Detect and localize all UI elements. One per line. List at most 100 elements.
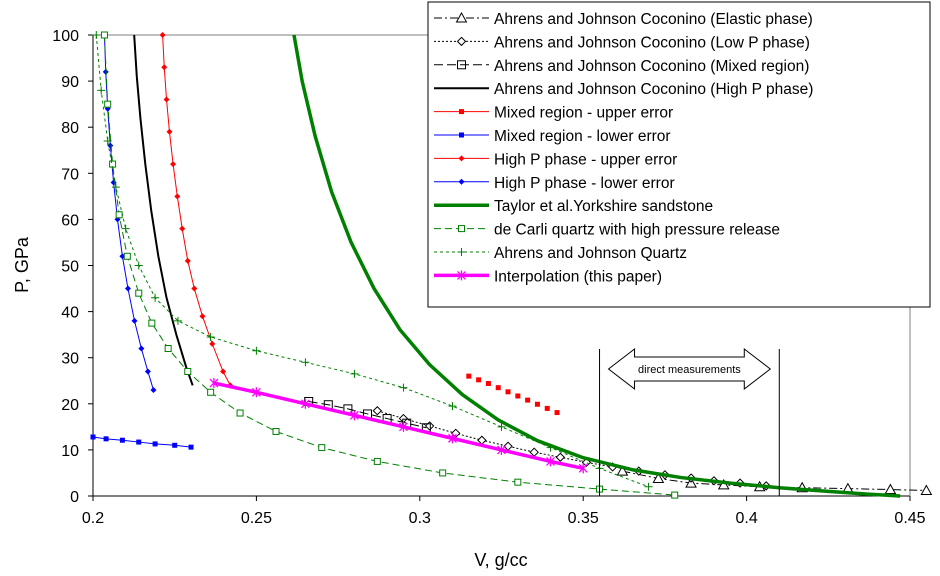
legend-label: Ahrens and Johnson Quartz: [494, 245, 687, 262]
data-point: [644, 482, 653, 491]
data-point: [151, 293, 160, 302]
data-point: [349, 410, 359, 421]
data-point: [199, 313, 206, 320]
legend-item-taylor-et-al-yorkshire-sandstone: Taylor et al.Yorkshire sandstone: [434, 198, 713, 215]
data-point: [578, 463, 588, 474]
data-point: [123, 252, 131, 260]
data-point: [124, 285, 131, 292]
series-de-carli-quartz-with-high-pressure-release: [100, 31, 679, 499]
data-point: [514, 478, 522, 486]
x-tick-label: 0.45: [894, 510, 925, 527]
data-point: [103, 137, 112, 146]
series-line: [133, 34, 194, 386]
legend-label: Ahrens and Johnson Coconino (Mixed regio…: [494, 58, 809, 75]
legend-marker: [457, 270, 466, 281]
y-tick-label: 20: [61, 397, 79, 414]
series-line: [308, 401, 427, 429]
x-tick-label: 0.4: [735, 510, 757, 527]
legend-label: Ahrens and Johnson Coconino (Elastic pha…: [494, 11, 813, 28]
data-point: [485, 381, 491, 387]
data-point: [525, 397, 531, 403]
data-point: [399, 421, 408, 432]
data-point: [184, 368, 192, 376]
legend-label: de Carli quartz with high pressure relea…: [494, 222, 780, 239]
legend-marker: [459, 109, 464, 115]
data-point: [100, 31, 108, 39]
legend-item-high-p-phase-lower-error: High P phase - lower error: [434, 175, 675, 192]
annotation-label: direct measurements: [638, 364, 741, 376]
data-point: [161, 64, 168, 71]
series-mixed-region-lower-error: [90, 434, 194, 450]
legend: Ahrens and Johnson Coconino (Elastic pha…: [427, 1, 931, 308]
legend-marker: [455, 11, 468, 23]
legend-item-mixed-region-lower-error: Mixed region - lower error: [434, 128, 671, 145]
data-point: [184, 257, 191, 264]
data-point: [131, 317, 138, 324]
data-point: [119, 437, 125, 443]
data-point: [671, 491, 679, 499]
data-point: [497, 444, 506, 455]
y-tick-label: 0: [70, 489, 79, 506]
legend-item-mixed-region-upper-error: Mixed region - upper error: [434, 105, 673, 122]
data-point: [301, 358, 310, 367]
data-point: [252, 346, 261, 355]
x-axis-label: V, g/cc: [474, 550, 527, 570]
data-point: [135, 289, 143, 297]
series-high-p-phase-upper-error: [159, 32, 234, 389]
data-point: [136, 439, 142, 445]
legend-item-de-carli-quartz-with-high-pressure-release: de Carli quartz with high pressure relea…: [434, 222, 780, 239]
data-point: [164, 344, 172, 352]
data-point: [616, 465, 629, 476]
data-point: [220, 368, 227, 375]
legend-marker: [458, 225, 465, 233]
data-point: [515, 393, 521, 399]
y-tick-label: 90: [61, 74, 79, 91]
data-point: [495, 385, 501, 391]
annotation-layer: direct measurements: [599, 347, 780, 496]
data-point: [121, 224, 130, 233]
annotation-arrow: [607, 347, 772, 391]
data-point: [554, 410, 560, 416]
legend-item-ahrens-and-johnson-quartz: Ahrens and Johnson Quartz: [434, 245, 687, 262]
data-point: [166, 128, 173, 135]
data-point: [272, 427, 280, 435]
legend-label: Taylor et al.Yorkshire sandstone: [494, 198, 713, 215]
legend-label: Mixed region - upper error: [494, 105, 673, 122]
x-tick-label: 0.3: [409, 510, 431, 527]
data-point: [251, 387, 261, 398]
y-tick-label: 30: [61, 351, 79, 368]
data-point: [439, 469, 447, 477]
data-point: [174, 193, 181, 200]
data-point: [318, 444, 326, 452]
series-line: [103, 34, 675, 496]
y-tick-label: 80: [61, 120, 79, 137]
data-point: [104, 100, 112, 108]
legend-item-ahrens-and-johnson-coconino-high-p-phase: Ahrens and Johnson Coconino (High P phas…: [434, 81, 813, 98]
series-ahrens-and-johnson-quartz: [92, 31, 653, 491]
data-point: [111, 183, 120, 192]
data-point: [920, 484, 933, 495]
data-point: [150, 386, 157, 393]
data-point: [207, 388, 215, 396]
legend-label: High P phase - lower error: [494, 175, 675, 192]
legend-item-ahrens-and-johnson-coconino-mixed-region: Ahrens and Johnson Coconino (Mixed regio…: [434, 58, 809, 75]
data-point: [546, 456, 555, 467]
data-point: [448, 433, 457, 444]
data-point: [236, 409, 244, 417]
data-point: [209, 378, 219, 389]
x-tick-label: 0.25: [241, 510, 272, 527]
data-point: [188, 444, 194, 450]
legend-marker: [459, 132, 464, 138]
data-point: [546, 443, 555, 452]
data-point: [115, 211, 123, 219]
data-point: [179, 225, 186, 232]
data-point: [505, 389, 511, 395]
legend-box: [427, 1, 931, 308]
data-point: [372, 406, 383, 416]
legend-marker: [456, 36, 467, 47]
series-mixed-region-upper-error: [466, 373, 560, 416]
x-tick-label: 0.35: [568, 510, 599, 527]
data-point: [97, 86, 106, 95]
data-point: [652, 472, 665, 483]
